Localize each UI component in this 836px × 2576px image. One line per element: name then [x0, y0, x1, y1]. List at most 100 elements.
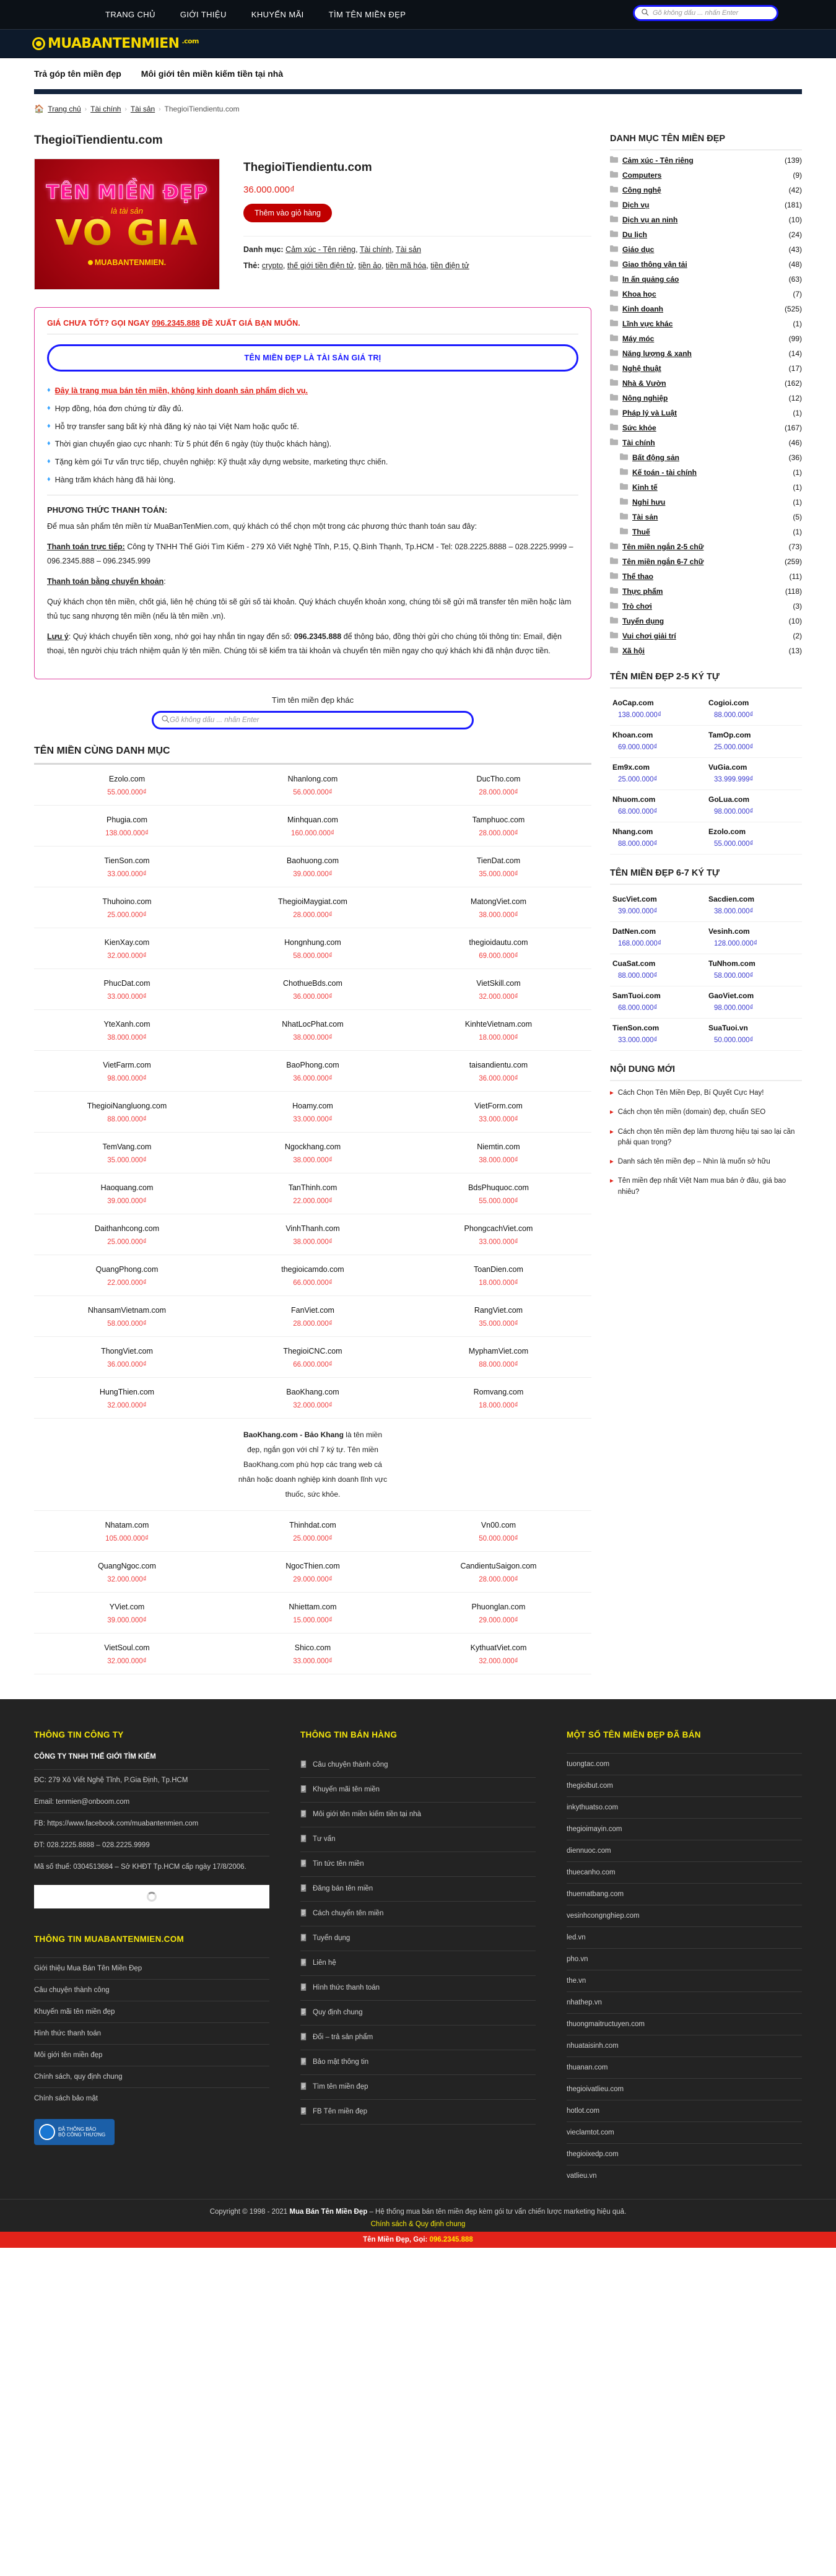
footer-sold-link[interactable]: nhuataisinh.com	[567, 2034, 802, 2056]
short-domain-card[interactable]: Em9x.com 25.000.000₫	[610, 758, 706, 790]
footer-sold-link[interactable]: vesinhcongnghiep.com	[567, 1904, 802, 1926]
footer-sold-link[interactable]: thegioivatlieu.com	[567, 2078, 802, 2100]
domain-card[interactable]: Ezolo.com 55.000.000₫	[34, 765, 220, 806]
domain-card[interactable]: TanThinh.com 22.000.000₫	[219, 1173, 406, 1214]
short-domain-card[interactable]: Khoan.com 69.000.000₫	[610, 726, 706, 758]
domain-card[interactable]: ChothueBds.com 36.000.000₫	[219, 969, 406, 1010]
sidebar-category-item[interactable]: Dịch vụ an ninh (10)	[610, 212, 802, 227]
footer-sales-link[interactable]: Đổi – trả sản phẩm	[300, 2026, 536, 2050]
sidebar-category-item[interactable]: Kinh doanh (525)	[610, 302, 802, 316]
sidebar-category-item[interactable]: Thực phẩm (118)	[610, 584, 802, 599]
footer-sales-link[interactable]: Cách chuyển tên miền	[300, 1902, 536, 1926]
domain-card[interactable]: Nhanlong.com 56.000.000₫	[219, 765, 406, 806]
domain-card[interactable]: NgocThien.com 29.000.000₫	[219, 1552, 406, 1593]
sidebar-category-item[interactable]: Nhà & Vườn (162)	[610, 376, 802, 391]
domain-card[interactable]: ThegioiNangluong.com 88.000.000₫	[34, 1092, 220, 1133]
sidebar-category-item[interactable]: Tài sản (5)	[610, 510, 802, 524]
product-tag-2[interactable]: tiền ảo	[358, 261, 381, 270]
short-domain-card[interactable]: Ezolo.com 55.000.000₫	[706, 822, 802, 855]
footer-mbtm-link[interactable]: Khuyến mãi tên miền đẹp	[34, 2000, 269, 2022]
footer-sold-link[interactable]: vieclamtot.com	[567, 2121, 802, 2143]
domain-card[interactable]: Vn00.com 50.000.000₫	[405, 1511, 591, 1552]
domain-card[interactable]: QuangNgoc.com 32.000.000₫	[34, 1552, 220, 1593]
footer-company-row[interactable]: FB: https://www.facebook.com/muabantenmi…	[34, 1812, 269, 1834]
footer-sold-link[interactable]: inkythuatso.com	[567, 1796, 802, 1818]
sidebar-category-item[interactable]: Pháp lý và Luật (1)	[610, 406, 802, 420]
footer-sold-link[interactable]: thuecanho.com	[567, 1861, 802, 1883]
short-domain-card[interactable]: TuNhom.com 58.000.000₫	[706, 954, 802, 986]
domain-card[interactable]: NhatLocPhat.com 38.000.000₫	[219, 1010, 406, 1051]
product-category-1[interactable]: Tài chính	[359, 245, 392, 254]
short-domain-card[interactable]: TamOp.com 25.000.000₫	[706, 726, 802, 758]
domain-card[interactable]: KythuatViet.com 32.000.000₫	[405, 1634, 591, 1674]
add-to-cart-button[interactable]: Thêm vào giỏ hàng	[243, 204, 333, 222]
footer-mbtm-link[interactable]: Môi giới tên miền đẹp	[34, 2043, 269, 2066]
domain-card[interactable]: PhucDat.com 33.000.000₫	[34, 969, 220, 1010]
short-domain-card[interactable]: GaoViet.com 98.000.000₫	[706, 986, 802, 1019]
sidebar-category-item[interactable]: Thuế (1)	[610, 524, 802, 539]
promo-pill[interactable]: TÊN MIỀN ĐẸP LÀ TÀI SẢN GIÁ TRỊ	[47, 344, 578, 372]
domain-card[interactable]: Ngockhang.com 38.000.000₫	[219, 1133, 406, 1173]
sidebar-category-item[interactable]: Du lịch (24)	[610, 227, 802, 242]
domain-card[interactable]: Niemtin.com 38.000.000₫	[405, 1133, 591, 1173]
short-domain-card[interactable]: Nhang.com 88.000.000₫	[610, 822, 706, 855]
footer-sales-link[interactable]: Bảo mật thông tin	[300, 2050, 536, 2075]
domain-card[interactable]: TemVang.com 35.000.000₫	[34, 1133, 220, 1173]
footer-sales-link[interactable]: Câu chuyện thành công	[300, 1753, 536, 1778]
footer-sold-link[interactable]: led.vn	[567, 1926, 802, 1948]
footer-sold-link[interactable]: thuongmaitructuyen.com	[567, 2012, 802, 2035]
footer-sold-link[interactable]: tuongtac.com	[567, 1752, 802, 1775]
domain-card[interactable]: ThegioiCNC.com 66.000.000₫	[219, 1337, 406, 1378]
domain-card[interactable]: PhongcachViet.com 33.000.000₫	[405, 1214, 591, 1255]
domain-card[interactable]: ToanDien.com 18.000.000₫	[405, 1255, 591, 1296]
domain-card[interactable]: Phuonglan.com 29.000.000₫	[405, 1593, 591, 1634]
footer-sales-link[interactable]: Quy định chung	[300, 2001, 536, 2026]
footer-sales-link[interactable]: Tư vấn	[300, 1827, 536, 1852]
footer-sales-link[interactable]: Hình thức thanh toán	[300, 1976, 536, 2001]
topnav-item-2[interactable]: KHUYẾN MÃI	[251, 10, 304, 19]
domain-card[interactable]: VinhThanh.com 38.000.000₫	[219, 1214, 406, 1255]
footer-company-row[interactable]: ĐT: 028.2225.8888 – 028.2225.9999	[34, 1834, 269, 1856]
domain-card[interactable]: KinhteVietnam.com 18.000.000₫	[405, 1010, 591, 1051]
domain-card[interactable]: Shico.com 33.000.000₫	[219, 1634, 406, 1674]
domain-card[interactable]: YViet.com 39.000.000₫	[34, 1593, 220, 1634]
domain-card[interactable]: TienSon.com 33.000.000₫	[34, 846, 220, 887]
sidebar-category-item[interactable]: Thể thao (11)	[610, 569, 802, 584]
footer-sales-link[interactable]: Tìm tên miền đẹp	[300, 2075, 536, 2100]
short-domain-card[interactable]: Vesinh.com 128.000.000₫	[706, 922, 802, 954]
domain-card[interactable]: taisandientu.com 36.000.000₫	[405, 1051, 591, 1092]
sidebar-category-item[interactable]: Công nghệ (42)	[610, 183, 802, 198]
domain-card[interactable]: Tamphuoc.com 28.000.000₫	[405, 806, 591, 846]
domain-card[interactable]: VietSkill.com 32.000.000₫	[405, 969, 591, 1010]
domain-card[interactable]: Romvang.com 18.000.000₫	[405, 1378, 591, 1419]
breadcrumb-item-0[interactable]: Trang chủ	[48, 105, 81, 113]
domain-card[interactable]: QuangPhong.com 22.000.000₫	[34, 1255, 220, 1296]
domain-card[interactable]: Hongnhung.com 58.000.000₫	[219, 928, 406, 969]
sidebar-category-item[interactable]: Computers (9)	[610, 168, 802, 183]
footer-company-row[interactable]: Mã số thuế: 0304513684 – Sở KHĐT Tp.HCM …	[34, 1855, 269, 1878]
gov-notified-badge[interactable]: ĐÃ THÔNG BÁO BỘ CÔNG THƯƠNG	[34, 2118, 115, 2145]
copyright-policy-link[interactable]: Chính sách & Quy định chung	[370, 2220, 466, 2228]
sidebar-category-item[interactable]: Khoa học (7)	[610, 287, 802, 302]
domain-card[interactable]: thegioicamdo.com 66.000.000₫	[219, 1255, 406, 1296]
footer-sales-link[interactable]: Môi giới tên miền kiếm tiền tại nhà	[300, 1803, 536, 1827]
news-item[interactable]: ▸ Tên miền đẹp nhất Việt Nam mua bán ở đâ…	[610, 1172, 802, 1202]
short-domain-card[interactable]: Nhuom.com 68.000.000₫	[610, 790, 706, 822]
domain-card[interactable]: Minhquan.com 160.000.000₫	[219, 806, 406, 846]
secondary-search-input[interactable]	[170, 716, 464, 724]
news-item[interactable]: ▸ Cách Chọn Tên Miền Đẹp, Bí Quyết Cực Ha…	[610, 1084, 802, 1103]
news-item[interactable]: ▸ Cách chọn tên miền (domain) đẹp, chuẩn …	[610, 1103, 802, 1122]
domain-card[interactable]: Hoamy.com 33.000.000₫	[219, 1092, 406, 1133]
product-category-2[interactable]: Tài sản	[395, 245, 421, 254]
sidebar-category-item[interactable]: Nông nghiệp (12)	[610, 391, 802, 406]
short-domain-card[interactable]: SuaTuoi.vn 50.000.000₫	[706, 1019, 802, 1051]
sidebar-category-item[interactable]: Sức khỏe (167)	[610, 420, 802, 435]
footer-sold-link[interactable]: hotlot.com	[567, 2099, 802, 2121]
sidebar-category-item[interactable]: Giáo dục (43)	[610, 242, 802, 257]
footer-sold-link[interactable]: vatlieu.vn	[567, 2164, 802, 2187]
domain-card[interactable]: BdsPhuquoc.com 55.000.000₫	[405, 1173, 591, 1214]
domain-card[interactable]: DucTho.com 28.000.000₫	[405, 765, 591, 806]
breadcrumb-item-1[interactable]: Tài chính	[90, 105, 121, 113]
sidebar-category-item[interactable]: Nghỉ hưu (1)	[610, 495, 802, 510]
sidebar-category-item[interactable]: Kinh tế (1)	[610, 480, 802, 495]
